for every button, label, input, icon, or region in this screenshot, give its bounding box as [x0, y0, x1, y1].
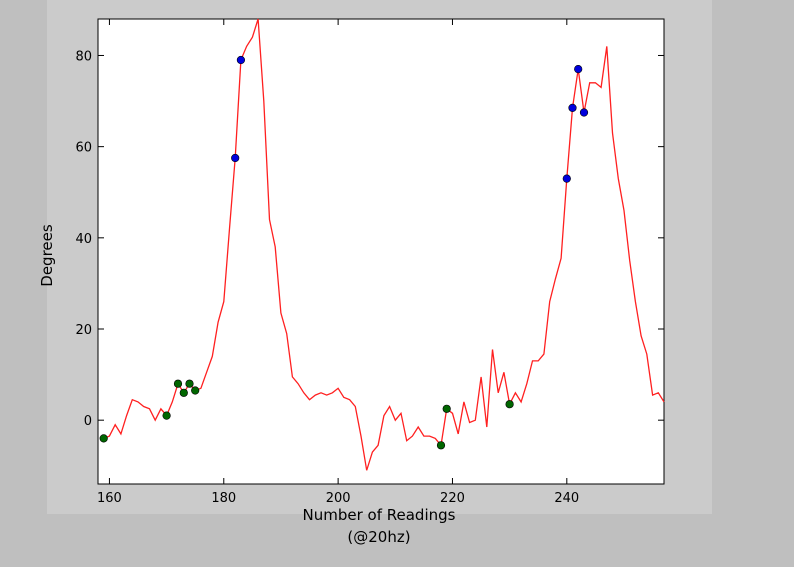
lower-data-point [436, 441, 446, 450]
plot-area [97, 18, 665, 485]
upper-data-point [568, 103, 577, 112]
lower-data-point [505, 400, 514, 409]
x-tick-label: 160 [97, 491, 122, 506]
lower-data-point [162, 411, 171, 420]
x-tick-label: 200 [326, 491, 351, 506]
ticks-layer: 160 180 200 220 240 0 20 40 60 80 [75, 19, 664, 506]
upper-data-point [236, 55, 245, 65]
y-tick-label: 0 [84, 414, 92, 429]
upper-data-point [562, 174, 571, 183]
y-tick-label: 20 [75, 323, 92, 338]
x-tick-label: 220 [440, 491, 465, 506]
y-tick-label: 80 [75, 49, 92, 64]
lower-data-point [179, 388, 188, 397]
upper-data-point [579, 108, 589, 117]
upper-data-point [231, 153, 240, 163]
lower-data-point [191, 386, 200, 395]
x-axis-label-unit: (@20hz) [347, 528, 410, 546]
lower-data-point [173, 379, 183, 388]
upper-data-point [574, 64, 583, 74]
x-axis-label: Number of Readings [303, 506, 456, 524]
marker-layer [99, 55, 589, 450]
y-tick-label: 60 [75, 141, 92, 156]
y-axis-label: Degrees [38, 224, 56, 287]
x-tick-label: 240 [554, 491, 579, 506]
lower-data-point [185, 379, 194, 388]
y-tick-label: 40 [75, 232, 92, 247]
lower-data-point [442, 404, 451, 413]
lower-data-point [99, 434, 108, 443]
x-tick-label: 180 [211, 491, 236, 506]
